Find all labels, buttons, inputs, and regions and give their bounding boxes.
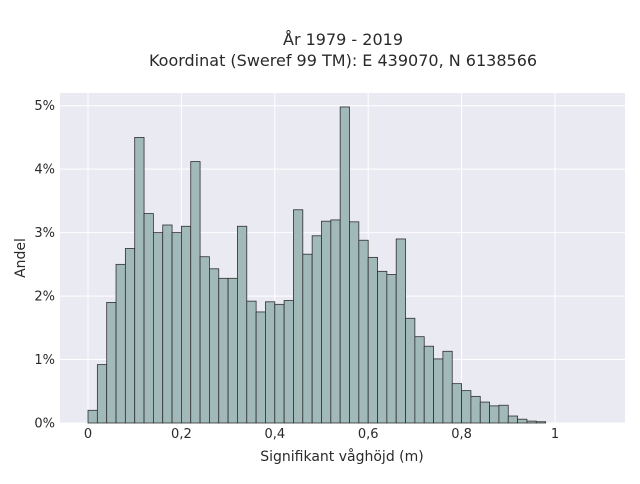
histogram-bar — [190, 161, 201, 424]
histogram-bar — [152, 232, 164, 424]
histogram-bar — [358, 239, 369, 424]
x-tick-labels: 0 0,2 0,4 0,6 0,8 1 — [84, 427, 559, 442]
histogram-bar — [311, 235, 322, 424]
histogram-bar — [367, 256, 378, 424]
histogram-bar — [461, 390, 472, 424]
chart-title-line1: År 1979 - 2019 — [283, 30, 403, 49]
histogram-bar — [255, 311, 266, 424]
histogram-bar — [377, 270, 388, 424]
x-axis-label: Signifikant våghöjd (m) — [260, 448, 423, 465]
histogram-bar — [87, 409, 98, 424]
histogram-bar — [517, 418, 528, 424]
histogram-bar — [171, 232, 182, 424]
histogram-bar — [339, 106, 350, 424]
histogram-bar — [274, 303, 285, 424]
histogram-bar — [535, 421, 547, 424]
histogram-bar — [237, 225, 248, 424]
x-tick-label: 0,8 — [451, 427, 472, 442]
histogram-bar — [106, 302, 117, 424]
histogram-bar — [246, 300, 257, 424]
histogram-bar — [405, 317, 416, 424]
x-tick-label: 0,2 — [171, 427, 192, 442]
histogram-bar — [302, 253, 313, 424]
histogram-bar — [507, 415, 519, 424]
histogram-bar — [96, 364, 108, 424]
histogram-bar — [526, 420, 537, 424]
y-tick-label: 0% — [34, 417, 55, 432]
histogram-bar — [442, 350, 453, 424]
y-tick-label: 1% — [34, 353, 55, 368]
histogram-bar — [209, 268, 220, 424]
histogram-bar — [414, 336, 425, 424]
histogram-bar — [451, 383, 462, 424]
histogram-bar — [293, 209, 304, 424]
bars — [87, 106, 547, 424]
x-tick-label: 0,6 — [358, 427, 379, 442]
histogram-bar — [227, 277, 238, 424]
histogram-bar — [349, 221, 360, 424]
histogram-bar — [498, 404, 509, 424]
histogram-bar — [115, 263, 126, 424]
histogram-bar — [386, 274, 397, 424]
histogram-bar — [330, 219, 341, 424]
histogram-bar — [265, 301, 276, 424]
histogram-bar — [433, 358, 444, 424]
histogram-bar — [489, 405, 500, 424]
y-tick-labels: 0% 1% 2% 3% 4% 5% — [34, 99, 55, 431]
x-tick-label: 1 — [551, 427, 559, 442]
histogram-bar — [181, 225, 192, 424]
y-tick-label: 4% — [34, 163, 55, 178]
y-axis-label: Andel — [13, 238, 29, 278]
x-tick-label: 0 — [84, 427, 92, 442]
histogram-bar — [395, 238, 406, 424]
histogram-bar — [124, 248, 136, 424]
histogram-bar — [162, 224, 173, 424]
x-tick-label: 0,4 — [264, 427, 285, 442]
histogram-bar — [479, 401, 490, 424]
y-tick-label: 5% — [34, 99, 55, 114]
histogram-bar — [143, 213, 154, 424]
histogram-bar — [470, 395, 481, 424]
histogram-bar — [199, 256, 210, 424]
chart-title-line2: Koordinat (Sweref 99 TM): E 439070, N 61… — [149, 51, 537, 70]
histogram-bar — [283, 300, 294, 424]
histogram-bar — [423, 345, 434, 424]
histogram-bar — [134, 137, 145, 424]
y-tick-label: 2% — [34, 290, 55, 305]
histogram-bar — [321, 220, 332, 424]
y-tick-label: 3% — [34, 226, 55, 241]
histogram-bar — [218, 277, 229, 424]
